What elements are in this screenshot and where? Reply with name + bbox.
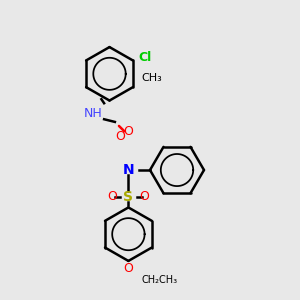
Text: O: O	[140, 190, 149, 203]
Text: O: O	[107, 190, 117, 203]
Text: O: O	[124, 262, 133, 275]
Text: N: N	[123, 163, 134, 177]
Text: Cl: Cl	[138, 51, 152, 64]
Text: NH: NH	[84, 107, 103, 120]
Text: O: O	[116, 130, 125, 143]
Text: CH₃: CH₃	[142, 74, 162, 83]
Text: S: S	[123, 190, 134, 204]
Text: O: O	[124, 125, 133, 138]
Text: CH₂CH₃: CH₂CH₃	[142, 274, 178, 285]
